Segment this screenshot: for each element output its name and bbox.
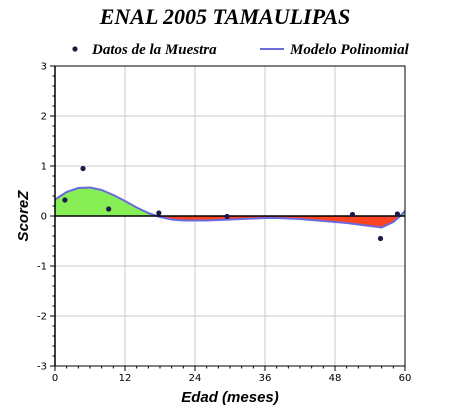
x-tick-label: 36 [259, 373, 272, 384]
model-line [54, 186, 406, 229]
data-point [62, 197, 68, 203]
y-tick-label: -2 [37, 312, 47, 323]
x-tick-label: 60 [399, 373, 412, 384]
model-line-group [54, 186, 406, 229]
y-axis-label: ScoreZ [15, 190, 32, 242]
sample-points [62, 165, 401, 242]
data-point [349, 211, 356, 218]
data-point [377, 235, 384, 242]
y-tick-label: 2 [41, 112, 47, 123]
y-tick-label: 1 [41, 162, 47, 173]
negative-area-fill [157, 216, 401, 228]
data-point [80, 165, 86, 172]
x-tick-label: 0 [52, 373, 58, 384]
legend-label-model: Modelo Polinomial [289, 42, 410, 58]
y-tick-label: -1 [37, 262, 47, 273]
y-tick-label: -3 [37, 362, 47, 373]
x-axis-label: Edad (meses) [181, 389, 279, 406]
x-tick-label: 24 [189, 373, 202, 384]
legend-marker-sample [72, 46, 78, 52]
data-point [394, 211, 401, 217]
chart-title: ENAL 2005 TAMAULIPAS [99, 4, 351, 29]
legend: Datos de la Muestra Modelo Polinomial [72, 42, 410, 58]
tick-marks: 0 12 24 36 48 60 3 2 1 0 -1 -2 -3 [37, 62, 411, 385]
y-tick-label: 3 [41, 62, 47, 73]
legend-label-sample: Datos de la Muestra [91, 42, 217, 58]
data-point [106, 206, 112, 212]
data-point [156, 210, 162, 216]
data-point [224, 213, 230, 220]
x-tick-label: 48 [329, 373, 342, 384]
y-tick-label: 0 [41, 212, 47, 223]
x-tick-label: 12 [119, 373, 132, 384]
